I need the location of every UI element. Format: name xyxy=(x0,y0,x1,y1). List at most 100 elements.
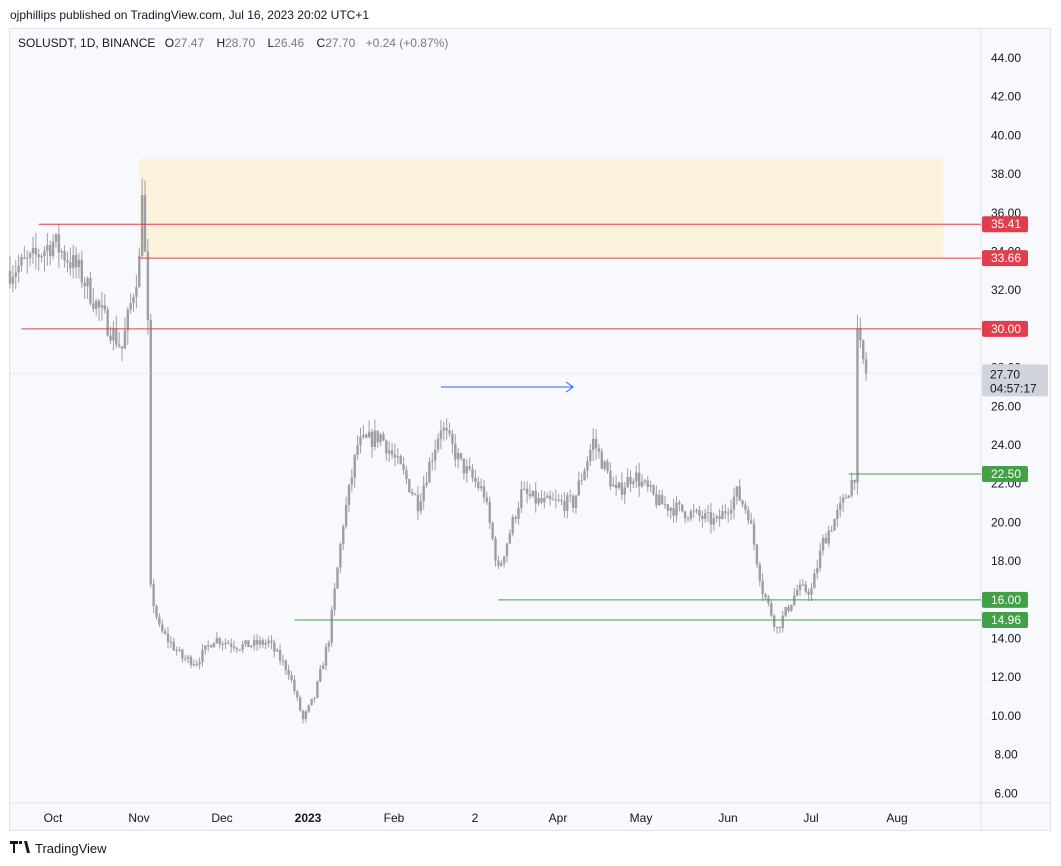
candle-body xyxy=(675,502,678,516)
candle-body xyxy=(500,563,503,566)
footer-brand[interactable]: TradingView xyxy=(10,841,107,856)
candle-body xyxy=(494,538,497,561)
candle-body xyxy=(554,499,558,501)
candle-body xyxy=(106,309,109,336)
candle-body xyxy=(393,454,397,458)
candle-body xyxy=(143,195,147,252)
candle-body xyxy=(410,492,414,494)
candle-body xyxy=(422,485,425,501)
candle-body xyxy=(146,251,150,321)
candle-body xyxy=(479,486,483,489)
candle-body xyxy=(468,466,471,469)
candle-body xyxy=(827,530,830,544)
candle-body xyxy=(72,255,75,269)
candle-body xyxy=(342,526,345,544)
candle-body xyxy=(347,484,351,505)
candle-body xyxy=(54,234,58,242)
candle-body xyxy=(218,638,221,645)
candle-body xyxy=(591,438,595,450)
candle-body xyxy=(706,512,710,514)
x-tick-label: Apr xyxy=(549,811,568,825)
high-label: H xyxy=(216,36,226,50)
candle-body xyxy=(853,479,856,483)
low-label: L xyxy=(267,36,275,50)
candle-body xyxy=(729,509,733,514)
candle-body xyxy=(726,513,730,515)
candle-body xyxy=(600,451,603,469)
x-tick-label: Aug xyxy=(886,811,907,825)
close-value: 27.70 xyxy=(325,36,356,50)
candle-body xyxy=(178,649,181,651)
candle-body xyxy=(864,359,868,375)
candle-body xyxy=(37,254,40,258)
candle-body xyxy=(862,340,865,360)
candle-body xyxy=(86,278,89,287)
candle-body xyxy=(818,550,822,569)
footer-brand-text: TradingView xyxy=(35,841,107,856)
candle-body xyxy=(390,450,394,455)
candle-body xyxy=(221,643,224,645)
candle-body xyxy=(135,287,138,298)
candle-body xyxy=(649,485,652,487)
x-tick-label: Dec xyxy=(211,811,232,825)
level-tag-text: 22.50 xyxy=(991,467,1021,481)
candle-body xyxy=(824,537,828,544)
symbol-info-bar[interactable]: SOLUSDT, 1D, BINANCE O27.47 H28.70 L26.4… xyxy=(18,36,448,50)
candle-body xyxy=(207,645,210,647)
candle-body xyxy=(370,431,374,447)
candle-body xyxy=(738,486,741,501)
candle-body xyxy=(752,523,756,545)
candle-body xyxy=(617,482,621,488)
candle-body xyxy=(247,640,250,648)
candle-body xyxy=(715,516,718,519)
candle-body xyxy=(778,627,782,629)
candle-body xyxy=(456,453,460,460)
candle-body xyxy=(431,460,434,462)
candle-body xyxy=(606,461,609,471)
symbol-name[interactable]: SOLUSDT, 1D, BINANCE xyxy=(18,36,156,50)
candle-body xyxy=(474,477,477,482)
x-tick-label: Jun xyxy=(718,811,737,825)
candle-body xyxy=(841,497,845,503)
level-tag-14.96 xyxy=(982,611,1028,628)
candle-body xyxy=(798,584,802,590)
candle-body xyxy=(712,518,716,525)
y-tick-label: 12.00 xyxy=(991,670,1021,684)
candle-body xyxy=(735,486,739,497)
candle-body xyxy=(528,494,532,497)
candle-body xyxy=(425,482,428,486)
candle-body xyxy=(189,656,193,665)
candle-body xyxy=(701,515,704,520)
change-value: +0.24 (+0.87%) xyxy=(365,36,449,50)
candle-body xyxy=(152,584,155,607)
candle-body xyxy=(597,448,601,452)
candle-body xyxy=(732,496,736,510)
candle-body xyxy=(402,463,405,471)
candle-body xyxy=(839,502,842,510)
y-tick-label: 44.00 xyxy=(991,51,1021,65)
last-price-tag xyxy=(982,364,1048,397)
y-tick-label: 32.00 xyxy=(991,283,1021,297)
candle-body xyxy=(293,679,296,692)
candle-body xyxy=(330,609,333,643)
candle-body xyxy=(261,640,265,645)
y-tick-label: 20.00 xyxy=(991,515,1021,529)
candle-body xyxy=(204,645,207,650)
candle-body xyxy=(850,479,853,496)
candle-body xyxy=(560,500,563,502)
candle-body xyxy=(324,646,328,666)
candle-body xyxy=(548,495,552,500)
candle-body xyxy=(123,330,127,349)
candle-body xyxy=(534,490,537,504)
candle-body xyxy=(419,500,423,512)
candle-body xyxy=(433,449,437,461)
candle-body xyxy=(540,498,543,503)
candle-body xyxy=(589,449,592,462)
candle-body xyxy=(169,641,173,643)
candle-body xyxy=(238,649,242,651)
candle-body xyxy=(373,430,377,447)
candle-body xyxy=(23,257,26,259)
candle-body xyxy=(775,626,779,628)
candle-body xyxy=(568,495,572,497)
